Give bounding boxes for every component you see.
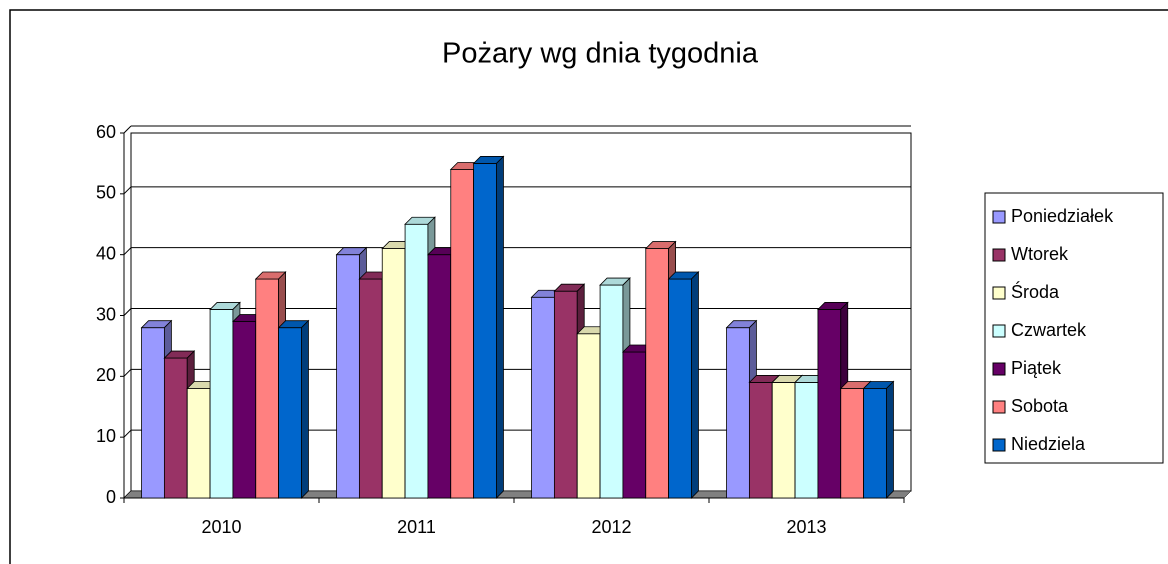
x-tick-label: 2013 <box>786 517 826 537</box>
bar-front <box>141 327 165 499</box>
bar-front <box>840 388 865 499</box>
bar-front <box>599 284 624 499</box>
bar <box>277 319 310 499</box>
bar-front <box>163 357 188 499</box>
bar-front <box>450 169 475 499</box>
bar-front <box>358 278 383 499</box>
bar <box>472 155 505 499</box>
bar-front <box>771 382 796 499</box>
legend-label: Wtorek <box>1011 244 1069 264</box>
bar-front <box>622 351 647 499</box>
bar-front <box>404 223 429 499</box>
bar <box>667 271 700 499</box>
legend-label: Czwartek <box>1011 320 1087 340</box>
bar <box>862 380 895 499</box>
x-tick-label: 2010 <box>201 517 241 537</box>
bar-side <box>886 380 894 499</box>
bar-side <box>691 271 699 499</box>
bar-front <box>381 248 406 499</box>
bar-front <box>553 290 578 499</box>
grid-line <box>123 125 132 134</box>
y-tick-label: 60 <box>96 122 116 142</box>
y-tick-label: 20 <box>96 365 116 385</box>
bar-front <box>817 309 842 499</box>
grid-line <box>123 308 132 316</box>
y-tick-label: 10 <box>96 426 116 446</box>
grid-line <box>123 186 132 195</box>
bar-front <box>336 254 360 499</box>
legend-swatch <box>992 286 1006 300</box>
bar-front <box>186 388 211 499</box>
x-tick-label: 2012 <box>591 517 631 537</box>
bar-front <box>473 163 497 499</box>
legend-swatch <box>992 400 1006 414</box>
bar-front <box>232 321 257 499</box>
bar-front <box>427 254 452 499</box>
grid-line <box>123 368 132 377</box>
x-tick-label: 2011 <box>397 517 436 537</box>
bar-front <box>209 309 234 499</box>
grid-line <box>123 429 132 438</box>
legend-label: Poniedziałek <box>1011 206 1114 226</box>
bar-front <box>726 327 750 499</box>
legend-label: Piątek <box>1011 358 1062 378</box>
chart-title: Pożary wg dnia tygodnia <box>442 38 759 70</box>
legend-box <box>984 192 1164 464</box>
bar-front <box>668 278 692 499</box>
bar-front <box>748 382 773 499</box>
legend-swatch <box>992 438 1006 452</box>
bar-front <box>278 327 302 499</box>
bar-front <box>645 248 670 499</box>
y-tick-label: 30 <box>96 304 116 324</box>
y-tick-label: 40 <box>96 243 116 263</box>
bar-side <box>496 155 504 499</box>
bar-front <box>531 296 555 499</box>
legend-swatch <box>992 362 1006 376</box>
legend-swatch <box>992 324 1006 338</box>
bar-front <box>863 388 887 499</box>
legend-label: Środa <box>1011 281 1060 302</box>
y-tick-label: 0 <box>106 487 116 507</box>
bar-front <box>794 382 819 499</box>
legend-swatch <box>992 210 1006 224</box>
grid-line <box>123 247 132 256</box>
bar-side <box>301 319 309 499</box>
legend-swatch <box>992 248 1006 262</box>
bar-front <box>255 278 280 499</box>
y-tick-label: 50 <box>96 183 116 203</box>
legend-label: Niedziela <box>1011 434 1086 454</box>
bar-front <box>576 333 601 499</box>
legend-label: Sobota <box>1011 396 1069 416</box>
